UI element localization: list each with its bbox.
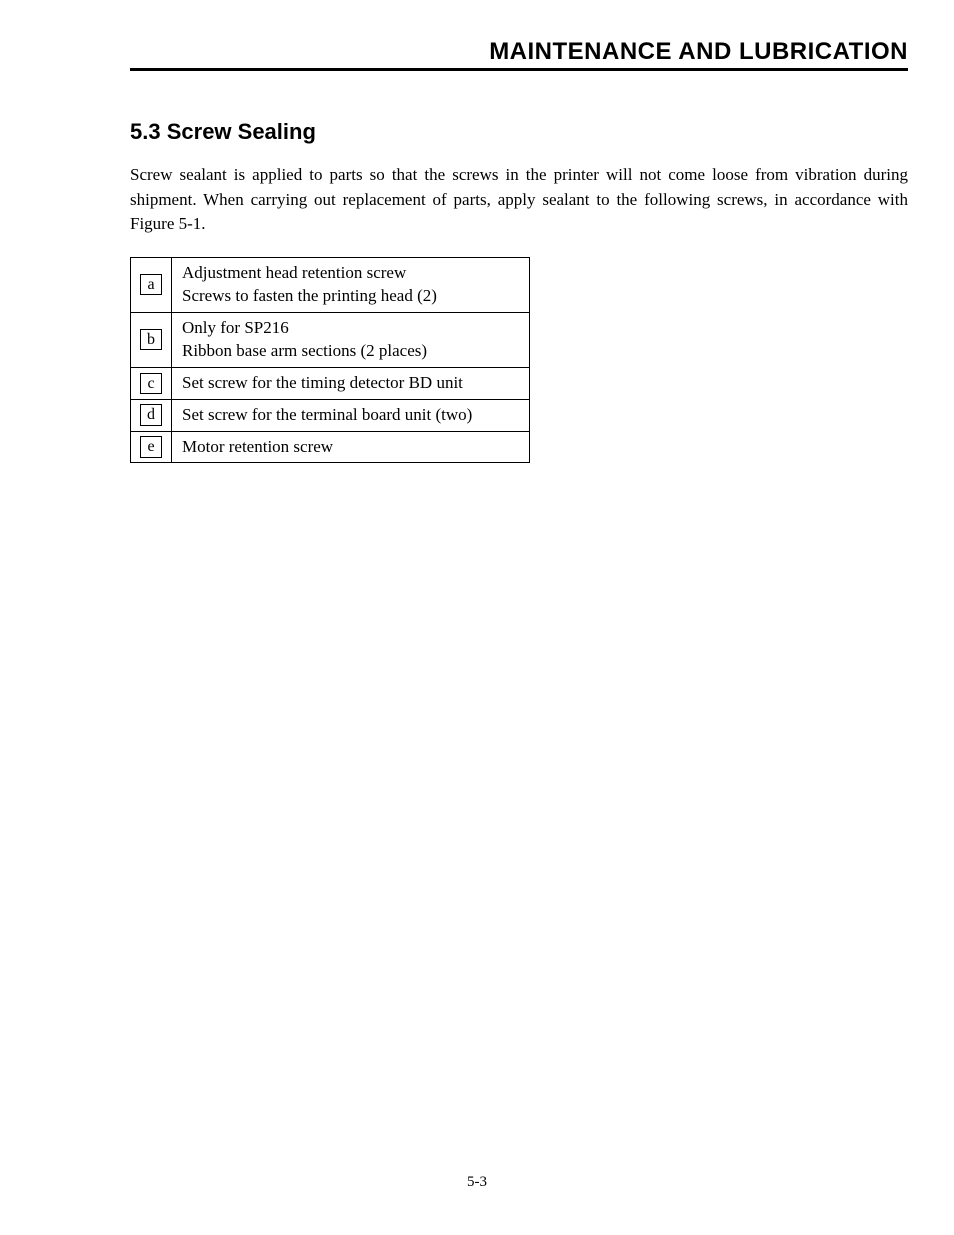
- intro-paragraph: Screw sealant is applied to parts so tha…: [130, 163, 908, 237]
- row-desc-line1: Only for SP216: [182, 317, 519, 340]
- row-label: a: [140, 274, 161, 295]
- row-desc-cell: Set screw for the timing detector BD uni…: [172, 367, 530, 399]
- table-row: a Adjustment head retention screw Screws…: [131, 257, 530, 312]
- page: MAINTENANCE AND LUBRICATION 5.3 Screw Se…: [0, 0, 954, 1235]
- row-label-cell: d: [131, 399, 172, 431]
- section-number: 5.3: [130, 119, 161, 144]
- row-desc-cell: Adjustment head retention screw Screws t…: [172, 257, 530, 312]
- screw-table: a Adjustment head retention screw Screws…: [130, 257, 530, 464]
- table-row: e Motor retention screw: [131, 431, 530, 463]
- row-desc-line1: Motor retention screw: [182, 437, 333, 456]
- header-title: MAINTENANCE AND LUBRICATION: [130, 38, 908, 66]
- row-desc-line1: Set screw for the timing detector BD uni…: [182, 373, 463, 392]
- row-label-cell: a: [131, 257, 172, 312]
- table-row: c Set screw for the timing detector BD u…: [131, 367, 530, 399]
- table-row: d Set screw for the terminal board unit …: [131, 399, 530, 431]
- row-label: c: [140, 373, 161, 394]
- row-desc-line1: Adjustment head retention screw: [182, 262, 519, 285]
- table-row: b Only for SP216 Ribbon base arm section…: [131, 312, 530, 367]
- row-desc-line1: Set screw for the terminal board unit (t…: [182, 405, 472, 424]
- header-rule: MAINTENANCE AND LUBRICATION: [130, 38, 908, 71]
- row-label-cell: b: [131, 312, 172, 367]
- section-title: 5.3 Screw Sealing: [130, 119, 908, 145]
- row-label-cell: c: [131, 367, 172, 399]
- row-desc-cell: Set screw for the terminal board unit (t…: [172, 399, 530, 431]
- section-name: Screw Sealing: [167, 119, 316, 144]
- page-number: 5-3: [0, 1174, 954, 1191]
- row-desc-cell: Motor retention screw: [172, 431, 530, 463]
- row-label: d: [140, 404, 162, 425]
- row-label: e: [140, 436, 161, 457]
- row-desc-line2: Screws to fasten the printing head (2): [182, 285, 519, 308]
- row-desc-line2: Ribbon base arm sections (2 places): [182, 340, 519, 363]
- row-desc-cell: Only for SP216 Ribbon base arm sections …: [172, 312, 530, 367]
- row-label: b: [140, 329, 162, 350]
- row-label-cell: e: [131, 431, 172, 463]
